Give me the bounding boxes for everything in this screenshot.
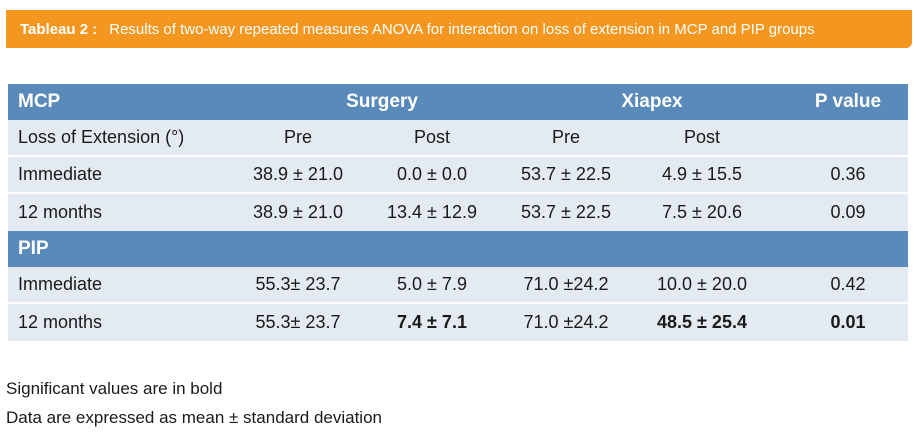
cell-xiapex-pre: 71.0 ±24.2 (523, 312, 609, 332)
table-number: Tableau 2 : (20, 20, 98, 38)
loss-of-extension-label: Loss of Extension (°) (18, 127, 185, 147)
mcp-header-row: MCP Surgery Xiapex P value (8, 84, 908, 120)
cell-pvalue-significant: 0.01 (830, 312, 866, 332)
pip-group-label: PIP (18, 238, 49, 259)
table-row: Immediate 55.3± 23.7 5.0 ± 7.9 71.0 ±24.… (8, 267, 908, 304)
cell-surgery-pre: 38.9 ± 21.0 (253, 164, 343, 184)
surgery-pre-header: Pre (283, 127, 312, 147)
cell-xiapex-pre: 53.7 ± 22.5 (521, 164, 611, 184)
cell-xiapex-post: 10.0 ± 20.0 (657, 274, 747, 294)
cell-surgery-pre: 38.9 ± 21.0 (253, 202, 343, 222)
cell-surgery-post-significant: 7.4 ± 7.1 (397, 312, 467, 332)
subheader-row: Loss of Extension (°) Pre Post Pre Post (8, 120, 908, 157)
cell-pvalue: 0.42 (830, 274, 866, 294)
table-row: Immediate 38.9 ± 21.0 0.0 ± 0.0 53.7 ± 2… (8, 157, 908, 194)
table-notes: Significant values are in bold Data are … (6, 374, 382, 432)
note-data-format: Data are expressed as mean ± standard de… (6, 408, 382, 427)
surgery-post-header: Post (413, 127, 451, 147)
cell-xiapex-post: 4.9 ± 15.5 (662, 164, 742, 184)
cell-pvalue: 0.36 (830, 164, 866, 184)
cell-surgery-pre: 55.3± 23.7 (255, 274, 341, 294)
row-label: 12 months (18, 202, 103, 222)
row-label: Immediate (18, 164, 103, 184)
xiapex-header: Xiapex (621, 91, 683, 112)
note-significance: Significant values are in bold (6, 379, 223, 398)
table-title: Results of two-way repeated measures ANO… (109, 20, 815, 38)
cell-xiapex-pre: 53.7 ± 22.5 (521, 202, 611, 222)
cell-xiapex-pre: 71.0 ±24.2 (523, 274, 609, 294)
pvalue-header: P value (814, 91, 882, 112)
table-row: 12 months 38.9 ± 21.0 13.4 ± 12.9 53.7 ±… (8, 194, 908, 231)
cell-surgery-post: 0.0 ± 0.0 (397, 164, 467, 184)
anova-table: MCP Surgery Xiapex P value Loss of Exten… (8, 84, 908, 341)
surgery-header: Surgery (346, 91, 418, 112)
cell-surgery-pre: 55.3± 23.7 (255, 312, 341, 332)
table-title-bar: Tableau 2 : Results of two-way repeated … (6, 10, 912, 48)
cell-xiapex-post: 7.5 ± 20.6 (662, 202, 742, 222)
table-row: 12 months 55.3± 23.7 7.4 ± 7.1 71.0 ±24.… (8, 304, 908, 341)
pip-header-row: PIP (8, 231, 908, 267)
xiapex-pre-header: Pre (551, 127, 580, 147)
cell-surgery-post: 13.4 ± 12.9 (387, 202, 477, 222)
row-label: Immediate (18, 274, 103, 294)
row-label: 12 months (18, 312, 103, 332)
xiapex-post-header: Post (683, 127, 721, 147)
mcp-group-label: MCP (18, 91, 61, 112)
cell-pvalue: 0.09 (830, 202, 866, 222)
cell-surgery-post: 5.0 ± 7.9 (397, 274, 467, 294)
cell-xiapex-post-significant: 48.5 ± 25.4 (657, 312, 747, 332)
